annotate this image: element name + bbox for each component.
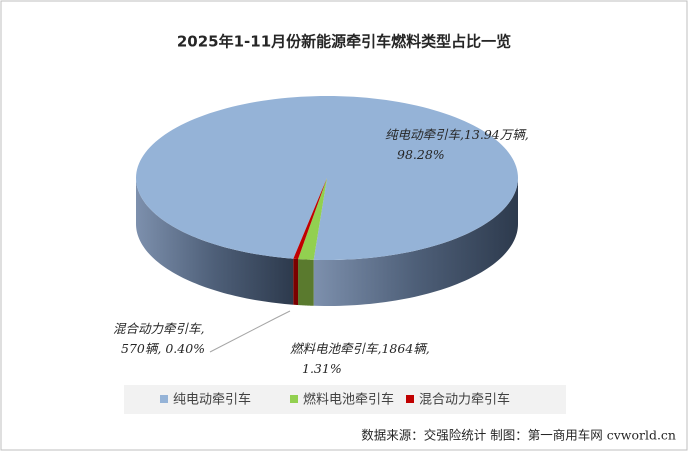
data-label-value: 98.28%	[397, 147, 445, 162]
slice-side	[313, 178, 518, 306]
pie-slice	[298, 178, 327, 260]
slice-side	[293, 258, 299, 306]
data-label: 纯电动牵引车,13.94万辆, 98.28%	[385, 127, 529, 162]
legend-label: 混合动力牵引车	[419, 392, 510, 408]
data-label-line: 纯电动牵引车,13.94万辆,	[385, 127, 529, 142]
data-label-line: 570辆,	[121, 341, 161, 356]
legend-swatch	[406, 395, 414, 403]
chart-title: 2025年1-11月份新能源牵引车燃料类型占比一览	[177, 33, 511, 51]
data-label: 混合动力牵引车, 570辆, 0.40%	[113, 321, 205, 356]
legend-swatch	[290, 395, 298, 403]
data-label: 燃料电池牵引车,1864辆, 1.31%	[290, 341, 430, 376]
legend-box	[124, 385, 566, 414]
pie-slice	[293, 178, 327, 260]
data-label-line: 混合动力牵引车,	[113, 321, 205, 336]
legend-swatch	[160, 395, 168, 403]
source-note: 数据来源：交强险统计 制图：第一商用车网 cvworld.cn	[361, 428, 676, 443]
legend-label: 燃料电池牵引车	[303, 392, 394, 408]
leader-line	[209, 310, 291, 353]
slice-side	[136, 178, 294, 305]
slice-side	[298, 259, 314, 306]
data-label-value: 0.40%	[165, 341, 205, 356]
data-label-line: 燃料电池牵引车,1864辆,	[290, 341, 430, 356]
legend-label: 纯电动牵引车	[173, 392, 251, 408]
data-label-value: 1.31%	[302, 361, 342, 376]
